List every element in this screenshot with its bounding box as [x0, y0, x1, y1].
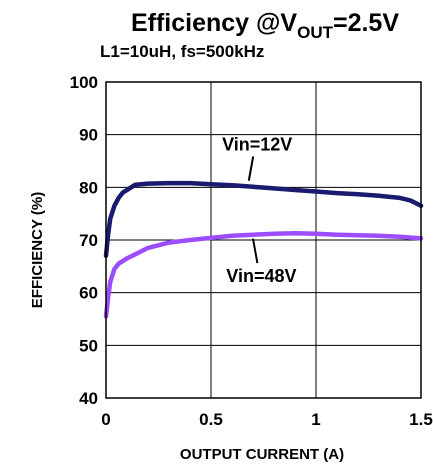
- x-tick-label: 0.5: [199, 410, 223, 429]
- chart-title-suffix: =2.5V: [333, 9, 399, 37]
- y-tick-label: 100: [70, 73, 98, 92]
- chart-title-subscript: OUT: [297, 23, 334, 42]
- series-line-1: [103, 180, 424, 259]
- x-tick-label: 1.5: [409, 410, 433, 429]
- y-tick-label: 50: [79, 336, 98, 355]
- y-tick-label: 70: [79, 231, 98, 250]
- y-axis-label: EFFICIENCY (%): [29, 192, 46, 308]
- x-tick-label: 1: [311, 410, 320, 429]
- y-tick-label: 40: [79, 389, 98, 408]
- x-tick-label: 0: [101, 410, 110, 429]
- chart-title: Efficiency @VOUT=2.5V: [131, 9, 399, 42]
- annotation-pointer-1: [247, 156, 255, 181]
- series-line-2: [103, 230, 424, 319]
- y-tick-label: 90: [79, 126, 98, 145]
- gridlines: [106, 82, 421, 398]
- series-lines: [103, 180, 424, 319]
- y-tick-label: 80: [79, 178, 98, 197]
- chart-title-prefix: Efficiency @V: [131, 9, 297, 37]
- x-tick-labels: 0 0.5 1 1.5: [101, 410, 433, 429]
- plot-frame: [105, 81, 422, 399]
- annotation-pointer-2: [252, 238, 259, 264]
- y-tick-label: 60: [79, 284, 98, 303]
- annotation-label-1: Vin=12V: [222, 134, 292, 154]
- annotation-label-2: Vin=48V: [226, 266, 296, 286]
- y-tick-labels: 40 50 60 70 80 90 100: [70, 73, 98, 408]
- chart-subtitle: L1=10uH, fs=500kHz: [100, 42, 264, 61]
- x-axis-label: OUTPUT CURRENT (A): [180, 446, 344, 463]
- annotations: Vin=12V Vin=48V: [222, 134, 296, 286]
